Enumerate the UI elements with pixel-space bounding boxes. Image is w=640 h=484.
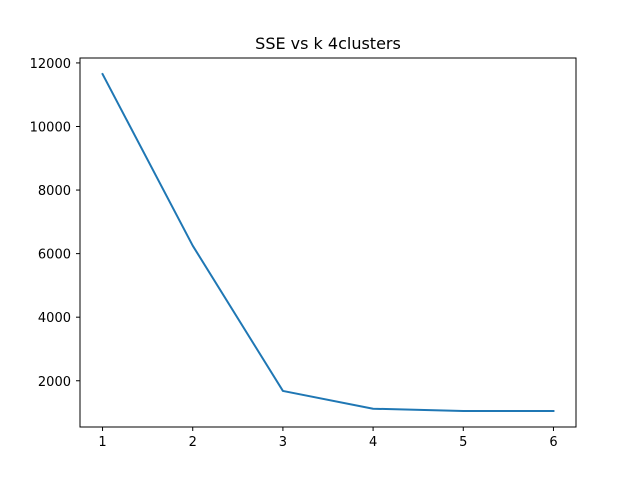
plot-area-frame xyxy=(79,57,577,428)
x-tick-label: 2 xyxy=(189,435,197,450)
y-tick-label: 6000 xyxy=(38,248,71,263)
x-tick-label: 3 xyxy=(279,435,287,450)
y-tick-label: 4000 xyxy=(38,311,71,326)
chart-title: SSE vs k 4clusters xyxy=(255,34,401,53)
series-layer xyxy=(101,72,555,412)
y-axis: 2000 4000 6000 8000 10000 12000 xyxy=(30,57,80,390)
x-tick-label: 4 xyxy=(369,435,377,450)
sse-series-line xyxy=(101,72,555,412)
y-tick-label: 8000 xyxy=(38,184,71,199)
x-tick-label: 6 xyxy=(549,435,557,450)
y-tick-label: 10000 xyxy=(30,120,71,135)
y-tick-label: 2000 xyxy=(38,375,71,390)
x-tick-label: 1 xyxy=(98,435,106,450)
x-axis: 1 2 3 4 5 6 xyxy=(98,427,558,450)
y-tick-label: 12000 xyxy=(30,57,71,72)
x-tick-label: 5 xyxy=(459,435,467,450)
